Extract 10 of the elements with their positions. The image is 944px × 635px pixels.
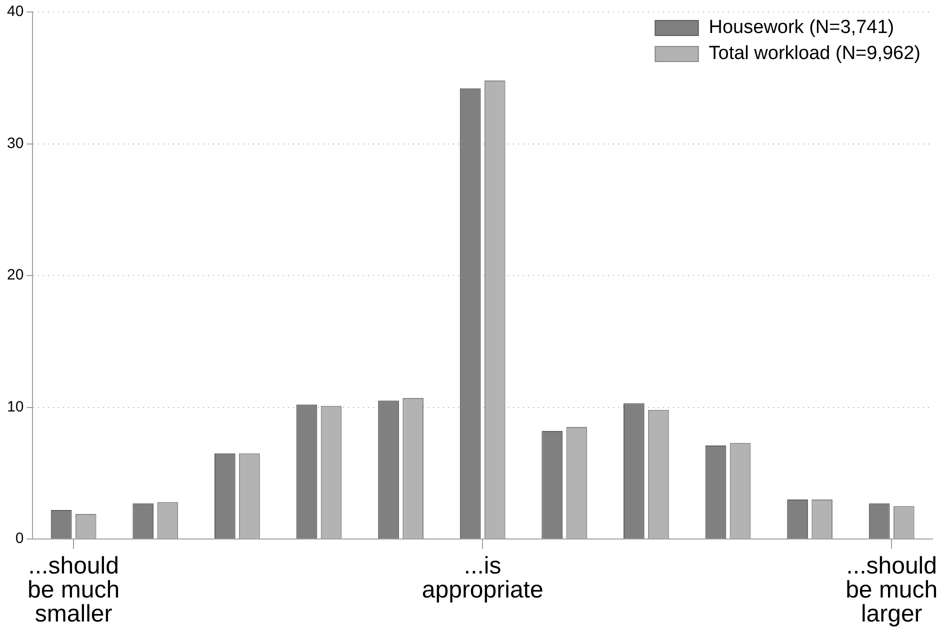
x-tick-label: ...is appropriate: [422, 552, 544, 604]
y-tick-label: 20: [6, 266, 24, 284]
y-tick-label: 0: [15, 530, 24, 548]
x-tick-label: ...should be much smaller: [28, 552, 120, 628]
y-tick-label: 40: [6, 3, 24, 20]
x-tick-label: ...should be much larger: [846, 552, 938, 628]
y-tick-label: 10: [6, 398, 24, 416]
legend-label: Total workload (N=9,962): [708, 43, 921, 64]
legend-label: Housework (N=3,741): [708, 17, 894, 38]
y-tick-label: 30: [6, 134, 24, 152]
